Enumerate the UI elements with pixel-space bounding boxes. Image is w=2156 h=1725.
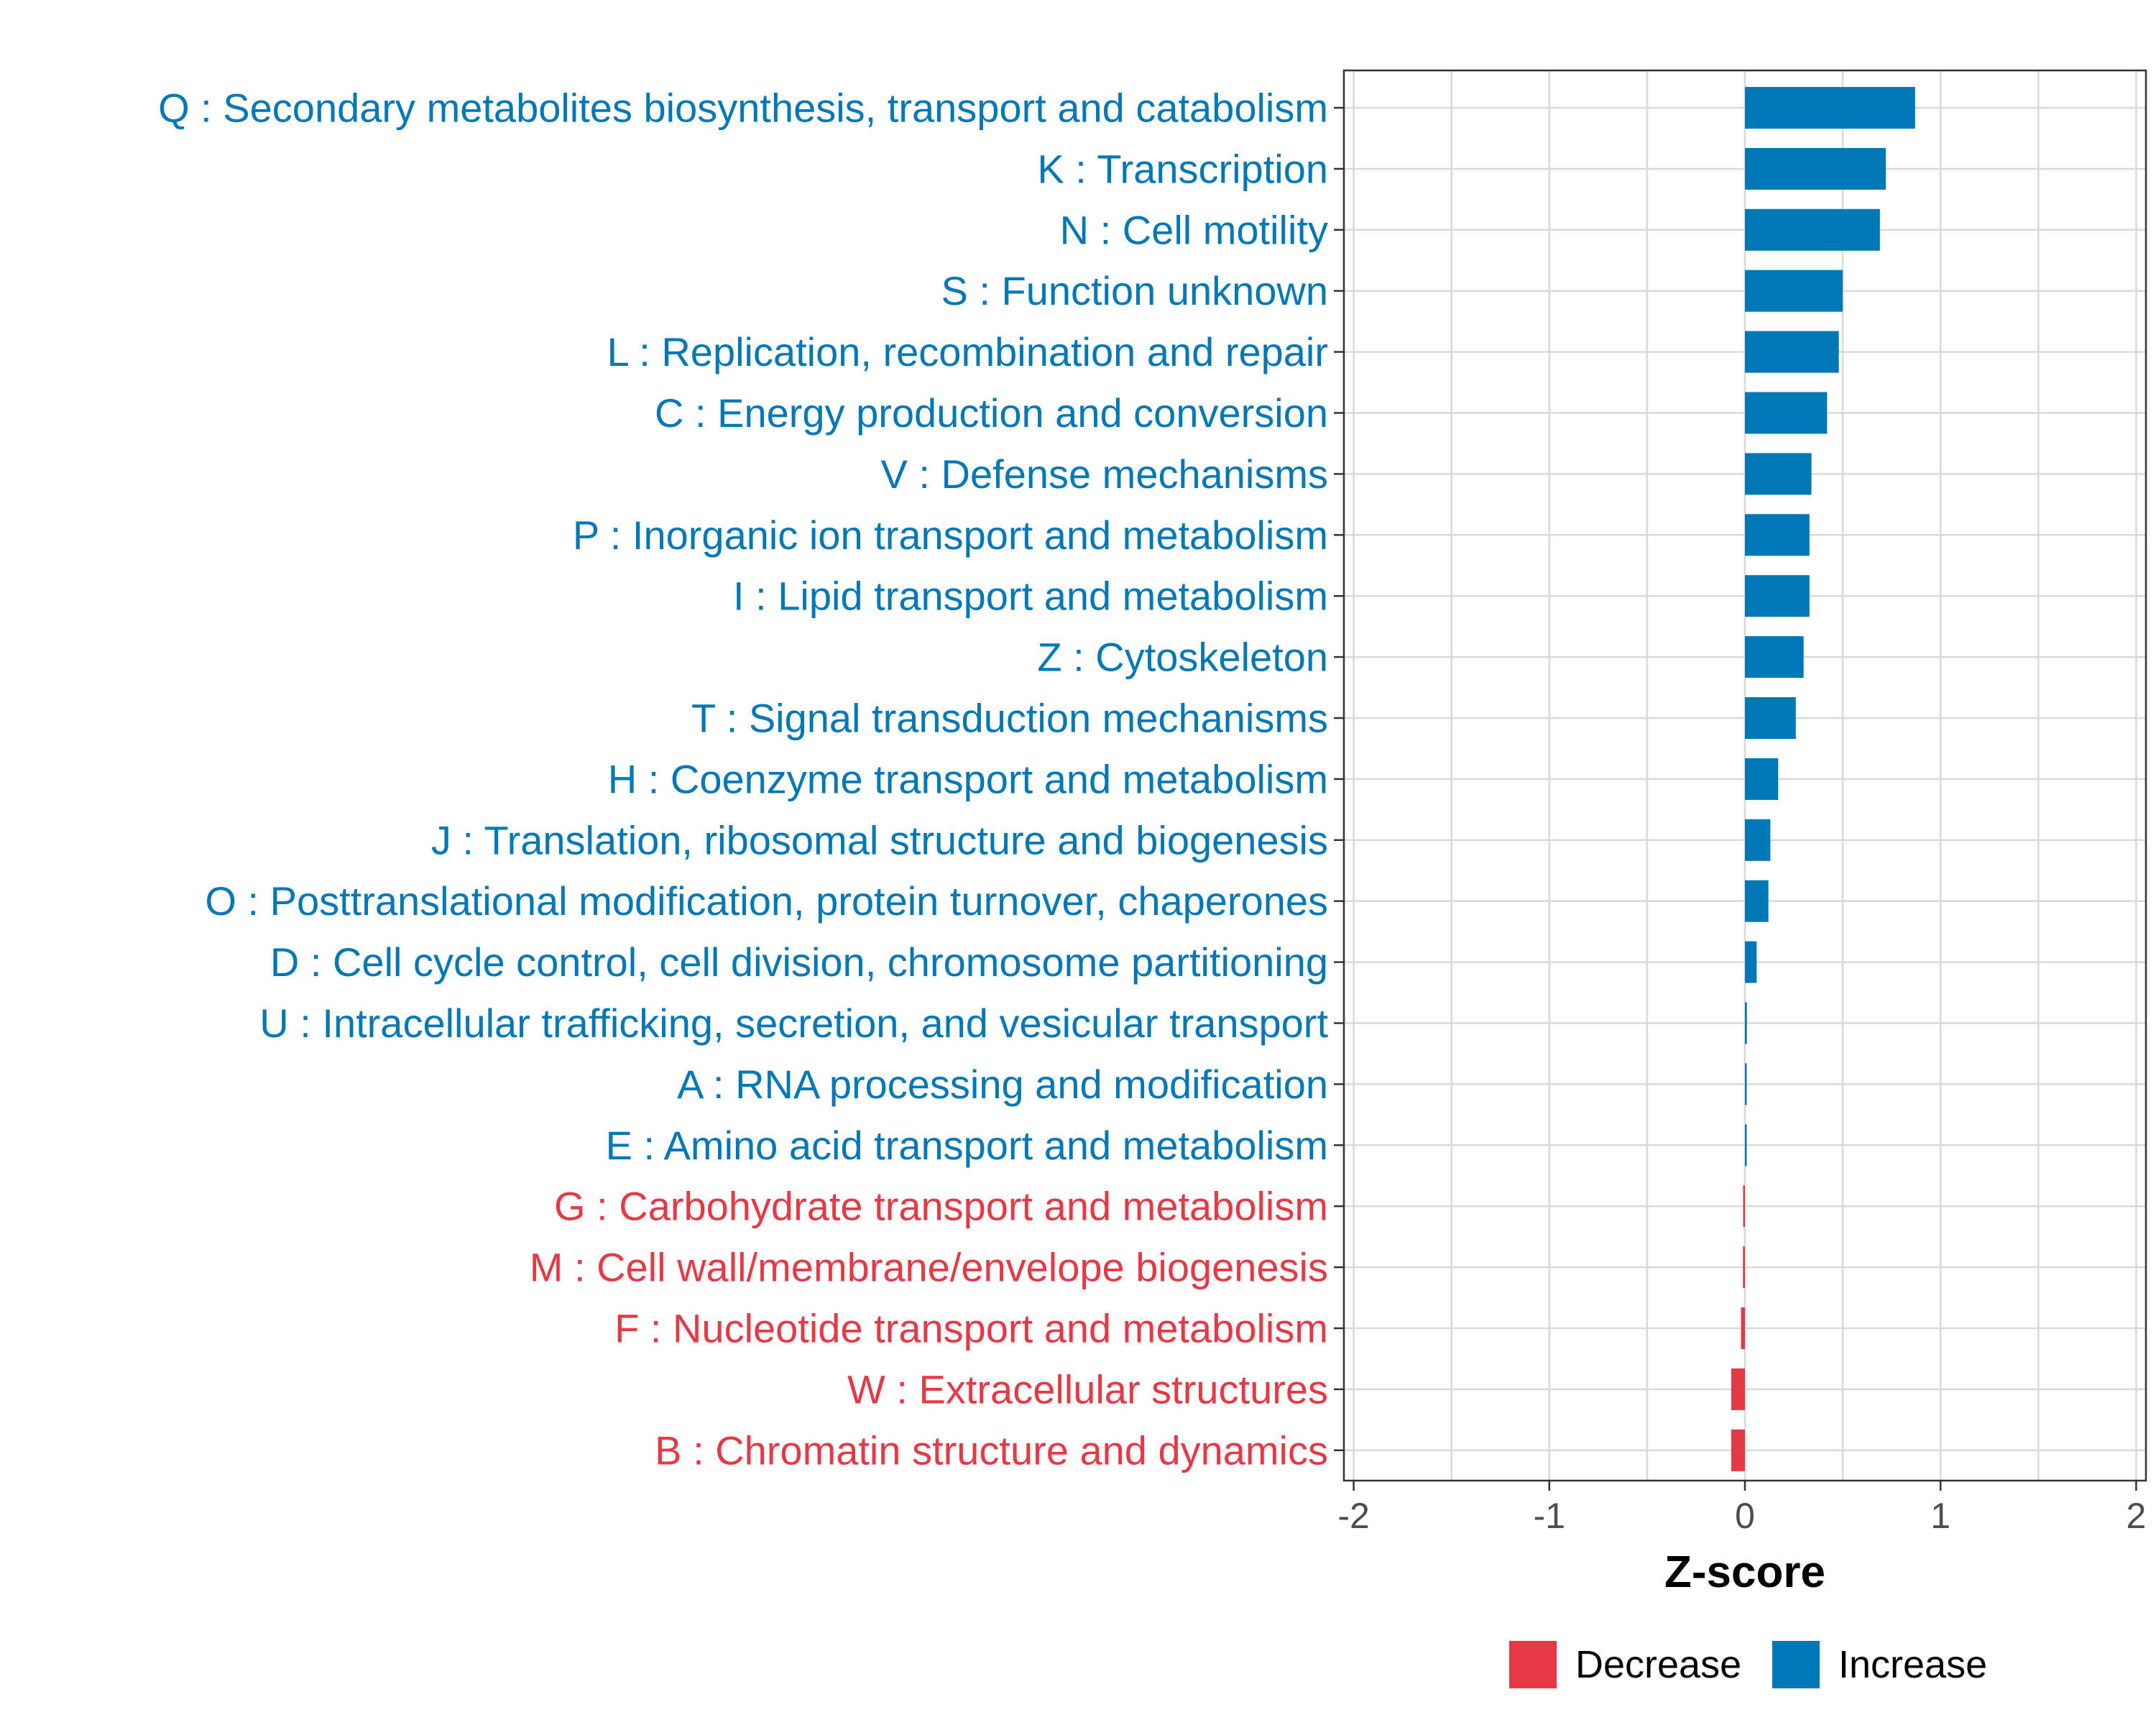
bar-increase [1745,697,1796,739]
legend-label-increase: Increase [1838,1643,1987,1686]
category-label: J : Translation, ribosomal structure and… [431,817,1328,862]
bar-increase [1745,1124,1747,1167]
x-tick-label: 1 [1930,1496,1950,1536]
x-tick-label: -1 [1534,1496,1565,1536]
bar-increase [1745,941,1757,983]
bar-increase [1745,514,1810,556]
category-label: L : Replication, recombination and repai… [607,329,1328,374]
category-label: S : Function unknown [941,268,1328,313]
category-label: H : Coenzyme transport and metabolism [608,756,1328,801]
legend-swatch-increase [1772,1641,1820,1688]
category-label: W : Extracellular structures [847,1366,1328,1412]
category-label: V : Defense mechanisms [881,451,1328,497]
bar-decrease [1741,1307,1745,1349]
bar-increase [1745,575,1810,617]
x-tick-label: 0 [1735,1496,1755,1536]
bar-increase [1745,270,1843,312]
bar-decrease [1743,1185,1745,1228]
bar-increase [1745,819,1771,861]
category-label: T : Signal transduction mechanisms [691,696,1328,741]
bar-increase [1745,880,1769,922]
y-axis-ticks [1334,106,1344,1452]
bar-decrease [1731,1429,1745,1471]
bar-increase [1745,636,1804,678]
category-label: G : Carbohydrate transport and metabolis… [554,1184,1328,1229]
legend-label-decrease: Decrease [1575,1643,1741,1686]
category-labels: Q : Secondary metabolites biosynthesis, … [158,86,1328,1473]
legend: Decrease Increase [1509,1641,1987,1688]
category-label: I : Lipid transport and metabolism [733,574,1328,619]
x-axis-title: Z-score [1664,1547,1825,1597]
bar-increase [1745,453,1812,495]
bars [1731,87,1915,1471]
category-label: U : Intracellular trafficking, secretion… [259,1000,1328,1046]
category-label: A : RNA processing and modification [677,1062,1328,1107]
category-label: Q : Secondary metabolites biosynthesis, … [158,86,1328,131]
bar-increase [1745,1063,1747,1105]
category-label: P : Inorganic ion transport and metaboli… [573,512,1328,558]
category-label: C : Energy production and conversion [655,390,1328,436]
bar-increase [1745,392,1828,434]
bar-increase [1745,758,1779,800]
bar-increase [1745,208,1880,251]
category-label: F : Nucleotide transport and metabolism [614,1306,1328,1351]
category-label: E : Amino acid transport and metabolism [606,1123,1328,1168]
category-label: N : Cell motility [1060,207,1328,252]
legend-swatch-decrease [1509,1641,1557,1688]
bar-increase [1745,87,1915,129]
category-label: Z : Cytoskeleton [1037,635,1328,680]
category-label: M : Cell wall/membrane/envelope biogenes… [530,1245,1328,1290]
x-tick-label: 2 [2126,1496,2146,1536]
x-axis-ticks: -2 -1 0 1 2 [1337,1481,2146,1536]
category-label: K : Transcription [1037,146,1328,191]
bar-increase [1745,331,1839,373]
x-tick-label: -2 [1337,1496,1369,1536]
bar-increase [1745,1002,1747,1044]
category-label: B : Chromatin structure and dynamics [655,1427,1328,1473]
category-label: D : Cell cycle control, cell division, c… [270,939,1328,985]
bar-decrease [1731,1368,1745,1410]
bar-increase [1745,147,1886,190]
category-label: O : Posttranslational modification, prot… [205,878,1328,924]
bar-decrease [1743,1246,1745,1289]
